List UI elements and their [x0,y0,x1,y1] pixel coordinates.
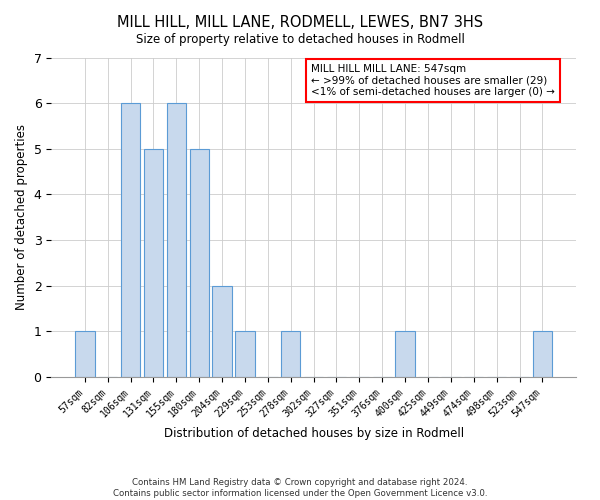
Text: MILL HILL MILL LANE: 547sqm
← >99% of detached houses are smaller (29)
<1% of se: MILL HILL MILL LANE: 547sqm ← >99% of de… [311,64,555,97]
Bar [167,103,186,377]
Bar [533,332,552,377]
Bar [75,332,95,377]
Bar [144,149,163,377]
Bar [121,103,140,377]
Bar [395,332,415,377]
Bar [212,286,232,377]
Text: MILL HILL, MILL LANE, RODMELL, LEWES, BN7 3HS: MILL HILL, MILL LANE, RODMELL, LEWES, BN… [117,15,483,30]
Bar [190,149,209,377]
Text: Size of property relative to detached houses in Rodmell: Size of property relative to detached ho… [136,32,464,46]
Text: Contains HM Land Registry data © Crown copyright and database right 2024.
Contai: Contains HM Land Registry data © Crown c… [113,478,487,498]
Bar [281,332,301,377]
Y-axis label: Number of detached properties: Number of detached properties [15,124,28,310]
Bar [235,332,255,377]
X-axis label: Distribution of detached houses by size in Rodmell: Distribution of detached houses by size … [164,427,464,440]
